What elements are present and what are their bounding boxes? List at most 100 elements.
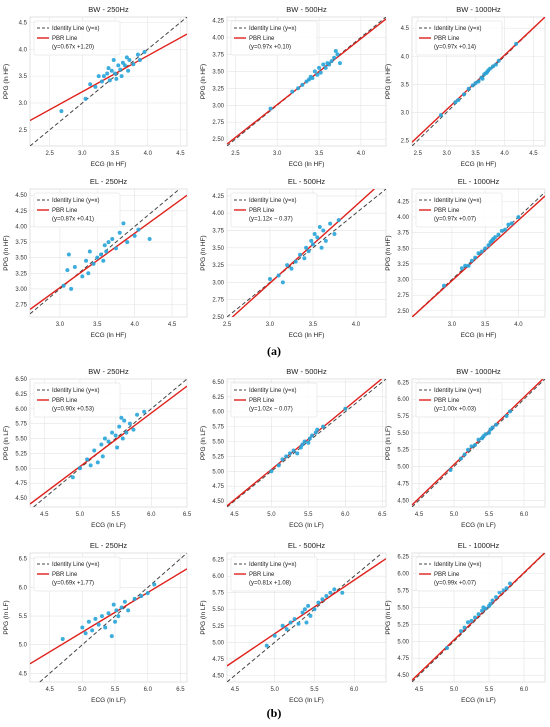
x-tick-label: 6.5 — [176, 687, 185, 693]
identity-line — [227, 379, 386, 507]
data-point — [272, 633, 277, 638]
data-point — [86, 619, 91, 624]
data-point — [106, 240, 111, 245]
y-tick-label: 4.75 — [397, 656, 409, 662]
data-point — [125, 240, 130, 245]
data-point — [80, 625, 85, 630]
data-point — [307, 436, 312, 441]
pbr-line — [412, 553, 545, 681]
chart-3: 2.5 3.0 3.5 4.0 4.5 2.5 3.0 3.5 4.0 4.5 BW - 1000H… — [385, 5, 546, 168]
y-tick-label: 2.75 — [397, 293, 409, 299]
data-point — [142, 409, 147, 414]
data-point — [267, 276, 272, 281]
data-point — [111, 602, 116, 607]
x-tick-label: 4.5 — [529, 151, 538, 157]
data-point — [124, 430, 129, 435]
chart-8: 4.5 5.0 5.5 6.0 6.5 4.50 4.75 5.00 5.25 5.50 5.75 6… — [200, 367, 387, 529]
data-point — [105, 71, 110, 76]
y-tick-label: 5.50 — [15, 437, 27, 443]
y-tick-label: 4.75 — [212, 657, 224, 663]
y-tick-label: 3.0 — [19, 101, 28, 107]
y-axis-label: PPG (ln LF) — [385, 426, 392, 460]
data-point — [312, 607, 317, 612]
data-point — [490, 64, 495, 69]
data-point — [300, 82, 305, 87]
y-tick-label: 5.75 — [397, 588, 409, 594]
data-point — [323, 65, 328, 70]
legend-identity-label: Identity Line (y=x) — [249, 26, 297, 32]
y-tick-label: 3.0 — [401, 110, 410, 116]
data-point — [122, 599, 127, 604]
x-tick-label: 4.0 — [130, 322, 139, 328]
y-axis-label: PPG (ln LF) — [3, 600, 10, 634]
data-point — [302, 256, 307, 261]
chart-6: 3.0 3.5 4.0 2.50 2.75 3.00 3.25 3.50 3.75 4.00 4.2… — [385, 177, 546, 339]
plot-marks — [412, 553, 545, 682]
data-point — [308, 613, 313, 618]
legend: Identity Line (y=x) PBR Line (y=1.00x +0.0… — [415, 382, 503, 418]
data-point — [321, 62, 326, 67]
data-point — [124, 55, 129, 60]
data-point — [280, 280, 285, 285]
y-tick-label: 4.25 — [15, 209, 27, 215]
y-tick-label: 4.25 — [212, 18, 224, 24]
data-point — [459, 456, 463, 461]
chart-title: BW - 500Hz — [286, 367, 327, 376]
legend-identity-label: Identity Line (y=x) — [249, 198, 297, 204]
legend-pbr-label: PBR Line — [249, 36, 275, 42]
y-tick-label: 4.50 — [212, 499, 224, 505]
legend-pbr-label: PBR Line — [434, 398, 460, 404]
data-point — [504, 414, 509, 419]
data-point — [291, 448, 296, 453]
data-point — [61, 283, 66, 288]
legend-pbr-label: PBR Line — [434, 208, 460, 214]
y-tick-label: 5.75 — [212, 591, 224, 597]
y-tick-label: 4.5 — [19, 20, 28, 26]
identity-line — [227, 189, 386, 317]
x-tick-label: 3.5 — [93, 322, 102, 328]
data-point — [493, 235, 498, 240]
y-axis-label: PPG (ln LF) — [200, 600, 207, 634]
x-tick-label: 3.5 — [471, 151, 480, 157]
x-tick-label: 4.5 — [231, 687, 240, 693]
data-point — [332, 587, 337, 592]
y-tick-label: 4.0 — [19, 47, 28, 53]
y-tick-label: 6.25 — [212, 395, 224, 401]
data-point — [93, 616, 98, 621]
data-point — [99, 252, 104, 257]
legend-pbr-label: PBR Line — [52, 208, 78, 214]
plot-marks — [227, 189, 386, 317]
data-point — [96, 74, 101, 79]
pbr-line — [412, 379, 544, 506]
legend-pbr-label: PBR Line — [52, 572, 78, 578]
data-point — [95, 460, 100, 465]
chart-title: BW - 250Hz — [88, 5, 129, 14]
y-tick-label: 4.5 — [19, 671, 28, 677]
y-tick-label: 5.75 — [15, 422, 27, 428]
data-point — [490, 425, 495, 430]
y-tick-label: 5.0 — [19, 643, 28, 649]
data-point — [445, 646, 449, 651]
data-point — [328, 221, 333, 226]
data-point — [306, 440, 311, 445]
y-tick-label: 5.00 — [397, 465, 409, 471]
x-tick-label: 4.5 — [45, 687, 54, 693]
legend-box — [230, 20, 318, 56]
x-tick-label: 4.0 — [500, 151, 509, 157]
legend-pbr-label: PBR Line — [434, 36, 460, 42]
data-point — [115, 445, 120, 450]
x-tick-label: 5.0 — [450, 687, 459, 693]
data-point — [109, 634, 114, 639]
chart-title: BW - 1000Hz — [456, 5, 501, 14]
data-point — [315, 235, 320, 240]
y-tick-label: 5.50 — [212, 607, 224, 613]
data-point — [80, 274, 85, 279]
y-tick-label: 3.25 — [397, 262, 409, 268]
y-tick-label: 6.0 — [19, 585, 28, 591]
x-tick-label: 2.5 — [45, 151, 54, 157]
x-tick-label: 5.0 — [271, 687, 280, 693]
data-point — [131, 62, 136, 67]
x-tick-label: 3.0 — [266, 322, 275, 328]
identity-line — [412, 379, 545, 507]
